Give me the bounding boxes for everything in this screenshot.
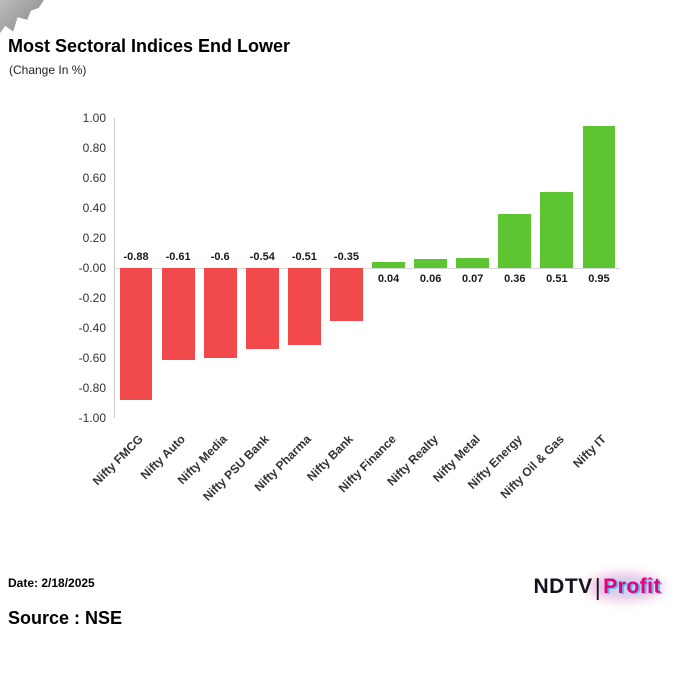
bar-value-label: 0.07: [461, 273, 484, 285]
y-tick-label: 1.00: [82, 111, 106, 125]
bar-value-label: -0.88: [123, 251, 149, 263]
page-title: Most Sectoral Indices End Lower: [8, 36, 291, 56]
bar-nifty-pharma: [287, 268, 321, 345]
bar-nifty-realty: [414, 259, 448, 268]
bar-nifty-fmcg: [119, 268, 153, 400]
y-tick-label: -0.40: [78, 321, 106, 335]
bar-nifty-psu-bank: [245, 268, 279, 349]
bar-value-label: 0.51: [546, 273, 568, 285]
bar-nifty-energy: [498, 214, 532, 268]
y-tick-label: 0.60: [82, 171, 106, 185]
bar-nifty-oil-gas: [540, 191, 574, 268]
y-tick-label: -0.00: [78, 261, 106, 275]
y-tick-label: 0.20: [82, 231, 106, 245]
bar-value-label: -0.61: [165, 251, 191, 263]
bar-nifty-auto: [161, 268, 195, 360]
logo-ndtv-text: NDTV: [533, 575, 593, 598]
source-label: Source : NSE: [8, 608, 123, 628]
bar-nifty-bank: [330, 268, 363, 321]
plot-area: -0.88 Nifty FMCG -0.61 Nifty Auto -0.6 Nifty …: [90, 118, 620, 504]
bar-value-label: 0.06: [419, 273, 442, 285]
logo-glow: [585, 572, 665, 602]
bar-value-label: 0.95: [588, 273, 610, 285]
zero-baseline: [115, 267, 620, 269]
y-tick-label: -0.20: [78, 291, 106, 305]
logo-profit-text: Profit: [603, 575, 661, 598]
bar-nifty-media: [203, 268, 237, 358]
bar-value-label: 0.04: [377, 273, 400, 285]
bar-nifty-metal: [456, 257, 490, 268]
bar-value-label: -0.54: [249, 251, 275, 263]
y-tick-label: 0.40: [82, 201, 106, 215]
date-label: Date: 2/18/2025: [8, 576, 95, 590]
page-subtitle: (Change In %): [9, 63, 87, 77]
bar-nifty-it: [582, 125, 616, 268]
torn-paper-decoration: [0, 0, 44, 34]
y-tick-label: -1.00: [78, 411, 106, 425]
bar-value-label: -0.35: [333, 251, 359, 263]
bar-value-label: -0.6: [210, 251, 230, 263]
y-tick-label: -0.60: [78, 351, 106, 365]
bar-value-label: -0.51: [291, 251, 317, 263]
ndtv-profit-logo: NDTV | Profit: [534, 575, 661, 599]
y-tick-label: 0.80: [82, 141, 106, 155]
bar-value-label: 0.36: [504, 273, 526, 285]
logo-separator: |: [594, 573, 602, 600]
y-axis: 1.00 0.80 0.60 0.40 0.20 -0.00 -0.20 -0.40 -0.60…: [40, 111, 106, 425]
y-tick-label: -0.80: [78, 381, 106, 395]
bar-nifty-finance: [372, 262, 405, 268]
y-axis-line: [114, 118, 115, 418]
